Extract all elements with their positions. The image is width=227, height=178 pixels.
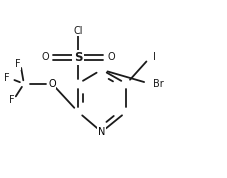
Text: I: I: [152, 53, 155, 62]
Text: S: S: [73, 51, 82, 64]
Text: N: N: [97, 127, 105, 137]
Text: F: F: [4, 74, 10, 83]
Text: F: F: [15, 59, 21, 69]
Text: O: O: [41, 53, 49, 62]
Text: Cl: Cl: [73, 26, 82, 36]
Text: O: O: [48, 79, 56, 89]
Text: O: O: [106, 53, 114, 62]
Text: F: F: [9, 95, 14, 104]
Text: Br: Br: [152, 79, 163, 89]
